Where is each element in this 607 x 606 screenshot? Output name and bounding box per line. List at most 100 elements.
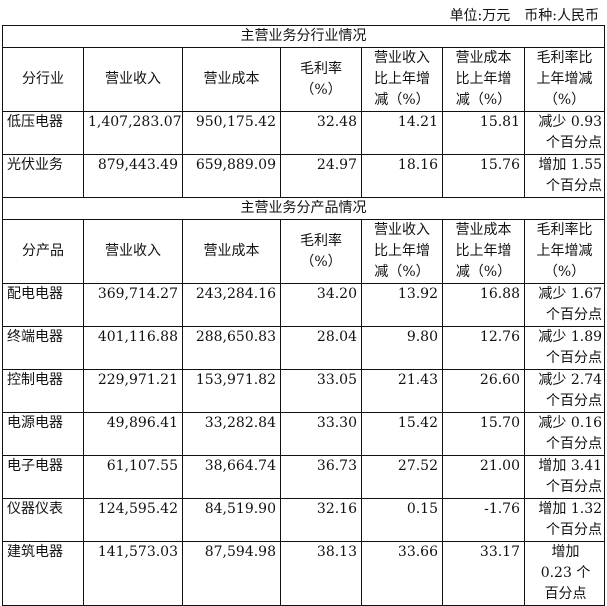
header-category: 分行业	[2, 47, 84, 112]
row-margin-change: 减少 0.93 个百分点	[523, 111, 606, 155]
row-margin: 36.73	[280, 455, 362, 499]
row-margin-change: 减少 1.67 个百分点	[523, 283, 606, 327]
row-margin: 32.48	[280, 111, 362, 155]
table-row: 配电电器 369,714.27 243,284.16 34.20 13.92 16.88 减…	[2, 283, 606, 327]
cell-line: （%）	[543, 92, 586, 108]
header-margin-change: 毛利率比 上年增减 （%）	[523, 219, 606, 284]
industry-section-row: 主营业务分行业情况	[1, 25, 606, 48]
row-revenue-change: 15.42	[361, 412, 443, 456]
currency-label: 币种:人民币	[524, 8, 599, 24]
table-row: 终端电器 401,116.88 288,650.83 28.04 9.80 12.76 减少…	[2, 326, 606, 370]
row-margin: 28.04	[280, 326, 362, 370]
cell-line: 个百分点	[546, 393, 603, 409]
cell-line: 个百分点	[546, 479, 603, 495]
cell-line: 增加 1.32	[538, 501, 603, 517]
row-revenue: 141,573.03	[83, 541, 183, 606]
cell-line: 个百分点	[546, 436, 603, 452]
table-row: 控制电器 229,971.21 153,971.82 33.05 21.43 26.60 减…	[2, 369, 606, 413]
row-margin: 34.20	[280, 283, 362, 327]
cell-line: 减少 2.74	[538, 372, 603, 388]
row-revenue: 61,107.55	[83, 455, 183, 499]
cell-line: 个百分点	[546, 135, 603, 151]
cell-line: 营业成本	[455, 50, 512, 66]
table-row: 仪器仪表 124,595.42 84,519.90 32.16 0.15 -1.76 增加 …	[2, 498, 606, 542]
header-rev-change: 营业收入 比上年增 减（%）	[361, 47, 443, 112]
cell-line: 比上年增	[374, 243, 430, 259]
table-row: 电源电器 49,896.41 33,282.84 33.30 15.42 15.70 减少 …	[2, 412, 606, 456]
cell-line: 减少 0.93	[538, 114, 603, 130]
row-margin-change: 减少 0.16 个百分点	[523, 412, 606, 456]
cell-line: 个百分点	[546, 307, 603, 323]
industry-section-title: 主营业务分行业情况	[1, 25, 606, 48]
header-margin: 毛利率（%）	[280, 219, 362, 284]
cell-line: 个百分点	[546, 178, 603, 194]
row-name: 光伏业务	[2, 154, 84, 198]
cell-line: 上年增减	[536, 71, 593, 87]
row-revenue-change: 0.15	[361, 498, 443, 542]
table-row: 光伏业务 879,443.49 659,889.09 24.97 18.16 15.76 增…	[2, 154, 606, 198]
header-cost: 营业成本	[182, 219, 281, 284]
header-revenue: 营业收入	[83, 219, 183, 284]
row-margin-change: 增加 3.41 个百分点	[523, 455, 606, 499]
row-name: 低压电器	[2, 111, 84, 155]
row-revenue: 124,595.42	[83, 498, 183, 542]
row-revenue-change: 9.80	[361, 326, 443, 370]
row-cost: 84,519.90	[182, 498, 281, 542]
row-cost-change: 26.60	[442, 369, 525, 413]
main-business-table: 主营业务分行业情况 分行业 营业收入 营业成本 毛利率（%） 营业收入 比上年增 减（%） 营业…	[1, 25, 606, 606]
header-margin: 毛利率（%）	[280, 47, 362, 112]
row-revenue-change: 27.52	[361, 455, 443, 499]
header-margin-change: 毛利率比上年增减 （%）	[523, 47, 606, 112]
product-header-row: 分产品 营业收入 营业成本 毛利率（%） 营业收入 比上年增 减（%） 营业成本 比上年增 减（%…	[2, 219, 606, 284]
row-cost: 87,594.98	[182, 541, 281, 606]
row-cost-change: 12.76	[442, 326, 525, 370]
row-revenue-change: 18.16	[361, 154, 443, 198]
cell-line: 减（%）	[455, 264, 512, 280]
row-revenue-change: 14.21	[361, 111, 443, 155]
row-margin: 24.97	[280, 154, 362, 198]
row-revenue: 401,116.88	[83, 326, 183, 370]
row-cost-change: 15.76	[442, 154, 525, 198]
row-name: 配电电器	[2, 283, 84, 327]
row-revenue: 879,443.49	[83, 154, 183, 198]
row-cost: 153,971.82	[182, 369, 281, 413]
cell-line: 毛利率比	[536, 50, 593, 66]
header-cost-change: 营业成本比上年增减（%）	[442, 219, 525, 284]
cell-line: 0.23 个	[540, 565, 591, 581]
row-cost-change: -1.76	[442, 498, 525, 542]
cell-line: 增加 3.41	[538, 458, 603, 474]
row-revenue-change: 33.66	[361, 541, 443, 606]
row-margin-change: 增加 0.23 个百分点	[523, 541, 606, 606]
header-cost: 营业成本	[182, 47, 281, 112]
header-rev-change: 营业收入 比上年增 减（%）	[361, 219, 443, 284]
cell-line: 营业收入	[374, 50, 430, 66]
table-row: 建筑电器 141,573.03 87,594.98 38.13 33.66 33.17 增加…	[2, 541, 606, 606]
header-revenue: 营业收入	[83, 47, 183, 112]
cell-line: 比上年增	[455, 243, 512, 259]
row-cost: 33,282.84	[182, 412, 281, 456]
cell-line: 减（%）	[374, 92, 430, 108]
row-cost-change: 21.00	[442, 455, 525, 499]
row-cost: 243,284.16	[182, 283, 281, 327]
cell-line: （%）	[543, 264, 586, 280]
cell-line: 减（%）	[455, 92, 512, 108]
cell-line: 减少 0.16	[538, 415, 603, 431]
row-cost: 288,650.83	[182, 326, 281, 370]
table-row: 电子电器 61,107.55 38,664.74 36.73 27.52 21.00 增加 …	[2, 455, 606, 499]
row-name: 电源电器	[2, 412, 84, 456]
row-margin-change: 增加 1.55 个百分点	[523, 154, 606, 198]
cell-line: 百分点	[544, 586, 587, 602]
header-cost-change: 营业成本 比上年增 减（%）	[442, 47, 525, 112]
row-margin: 33.05	[280, 369, 362, 413]
row-margin-change: 减少 1.89 个百分点	[523, 326, 606, 370]
row-margin-change: 增加 1.32 个百分点	[523, 498, 606, 542]
cell-line: 营业成本	[455, 222, 512, 238]
cell-line: 增加	[551, 544, 580, 560]
product-section-title: 主营业务分产品情况	[1, 197, 606, 220]
row-name: 电子电器	[2, 455, 84, 499]
row-name: 终端电器	[2, 326, 84, 370]
cell-line: 减少 1.89	[538, 329, 603, 345]
row-cost: 659,889.09	[182, 154, 281, 198]
cell-line: 个百分点	[546, 350, 603, 366]
row-revenue-change: 13.92	[361, 283, 443, 327]
